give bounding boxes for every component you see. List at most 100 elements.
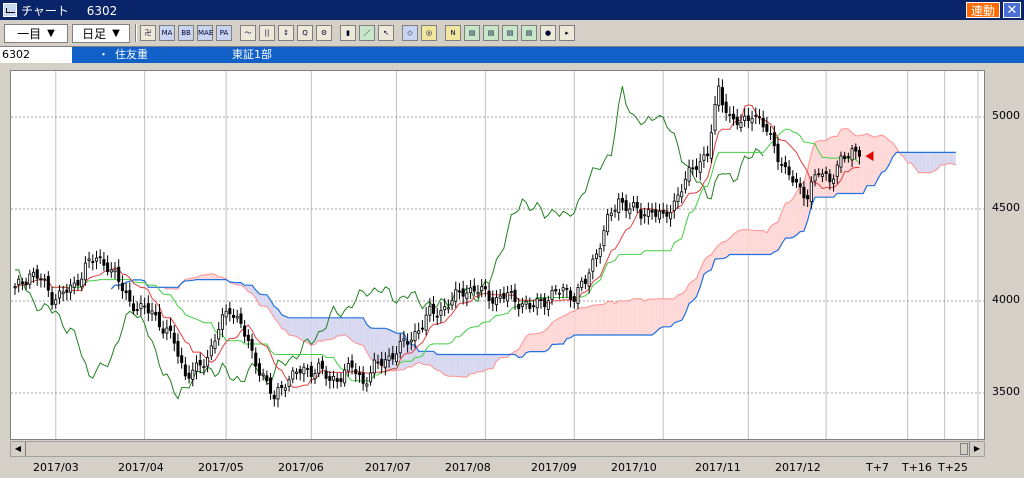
kumo-cloud-segment <box>659 298 664 329</box>
candle-body <box>783 162 787 168</box>
candle-body <box>76 279 80 286</box>
search-icon[interactable]: ◎ <box>421 25 437 41</box>
kumo-cloud-segment <box>611 301 616 336</box>
kumo-cloud-segment <box>359 317 364 346</box>
kumo-cloud-segment <box>722 241 727 259</box>
kumo-cloud-segment <box>689 281 693 304</box>
candle-body <box>532 305 536 308</box>
kumo-cloud-segment <box>489 354 493 369</box>
play-icon[interactable]: ▸ <box>559 25 575 41</box>
candle-body <box>54 299 58 305</box>
pa-icon[interactable]: PA <box>216 25 232 41</box>
fibo-icon[interactable]: N <box>445 25 461 41</box>
kumo-cloud-segment <box>748 229 753 255</box>
candle-body <box>343 369 347 384</box>
period-dropdown[interactable]: 一目 ▼ <box>4 23 68 43</box>
cursor-icon[interactable]: ↖ <box>378 25 394 41</box>
candle-body <box>276 387 280 400</box>
x-axis-labels: 2017/03 2017/04 2017/05 2017/06 2017/07 2017/… <box>0 458 1024 478</box>
kumo-cloud-segment <box>855 135 860 194</box>
senkou-span-b-line <box>110 151 956 359</box>
candle-body <box>457 290 461 293</box>
candle-body <box>324 370 328 379</box>
candle-body <box>776 143 780 163</box>
candle-body <box>535 298 539 309</box>
candle-body <box>528 303 532 309</box>
interval-dropdown-label: 日足 <box>82 26 107 41</box>
y-tick-label: 4500 <box>992 201 1020 214</box>
zoom-icon[interactable]: Q <box>297 25 313 41</box>
kumo-cloud-segment <box>692 278 697 301</box>
candle-body <box>161 328 165 334</box>
kumo-cloud-segment <box>807 153 812 221</box>
candle-body <box>39 278 43 280</box>
kumo-cloud-segment <box>933 152 938 172</box>
mae-icon[interactable]: MAE <box>197 25 213 41</box>
x-tick-label: 2017/09 <box>531 461 577 474</box>
candle-body <box>439 310 443 316</box>
scroll-thumb[interactable] <box>960 443 968 455</box>
layout-3-icon[interactable]: ▤ <box>502 25 518 41</box>
toolbar-separator <box>135 24 137 42</box>
kumo-cloud-segment <box>515 349 519 358</box>
kumo-cloud-segment <box>211 273 216 280</box>
settings-icon[interactable]: ⚙ <box>316 25 332 41</box>
candle-body <box>683 178 687 190</box>
kumo-cloud-segment <box>637 298 641 336</box>
price-chart[interactable] <box>10 70 985 440</box>
candle-body <box>687 167 691 182</box>
candle-body <box>617 198 621 214</box>
candle-body <box>65 289 69 293</box>
close-button[interactable]: ✕ <box>1003 2 1021 18</box>
bars-icon[interactable]: ▮ <box>340 25 356 41</box>
candle-body <box>380 358 384 366</box>
chart-app-icon <box>3 3 17 17</box>
link-button[interactable]: 連動 <box>965 2 1000 18</box>
kumo-cloud-segment <box>300 317 304 342</box>
candle-body <box>224 310 228 318</box>
x-tick-label: T+25 <box>938 461 968 474</box>
layout-1-icon[interactable]: ▤ <box>464 25 480 41</box>
chart-type-icon[interactable]: 卍 <box>140 25 156 41</box>
candle-body <box>606 214 610 233</box>
line-chart-icon[interactable]: 〜 <box>240 25 256 41</box>
kijun-sen-line <box>14 128 860 382</box>
candle-body <box>254 352 258 367</box>
scroll-right-arrow[interactable]: ▶ <box>969 442 984 456</box>
eraser-icon[interactable]: ◇ <box>402 25 418 41</box>
scroll-left-arrow[interactable]: ◀ <box>11 442 26 456</box>
kumo-cloud-segment <box>540 330 545 352</box>
candle-body <box>502 293 506 299</box>
x-tick-label: T+16 <box>902 461 932 474</box>
kumo-cloud-segment <box>315 317 319 345</box>
candle-icon[interactable]: || <box>259 25 275 41</box>
kumo-cloud-segment <box>937 152 941 170</box>
candle-body <box>739 121 743 128</box>
bb-icon[interactable]: BB <box>178 25 194 41</box>
candle-body <box>465 292 469 299</box>
candle-body <box>291 370 295 380</box>
interval-dropdown[interactable]: 日足 ▼ <box>72 23 130 43</box>
record-icon[interactable]: ● <box>540 25 556 41</box>
candle-body <box>187 372 191 379</box>
sort-icon[interactable]: ↕ <box>278 25 294 41</box>
candle-body <box>672 200 676 211</box>
kumo-cloud-segment <box>570 311 575 338</box>
horizontal-scrollbar[interactable]: ◀ ▶ <box>10 441 985 457</box>
candle-body <box>446 307 450 310</box>
candle-body <box>239 313 243 324</box>
kumo-cloud-segment <box>640 298 645 336</box>
kumo-cloud-segment <box>744 229 749 255</box>
ma-icon[interactable]: MA <box>159 25 175 41</box>
layout-2-icon[interactable]: ▤ <box>483 25 499 41</box>
kumo-cloud-segment <box>466 354 471 377</box>
candle-body <box>857 150 861 157</box>
kumo-cloud-segment <box>307 317 312 346</box>
candle-body <box>609 212 613 217</box>
stock-code-field[interactable]: 6302 <box>0 47 72 63</box>
kumo-cloud-segment <box>485 354 490 371</box>
layout-4-icon[interactable]: ▤ <box>521 25 537 41</box>
candle-body <box>165 327 169 334</box>
chikou-span-line <box>15 86 764 400</box>
pen-icon[interactable]: ／ <box>359 25 375 41</box>
